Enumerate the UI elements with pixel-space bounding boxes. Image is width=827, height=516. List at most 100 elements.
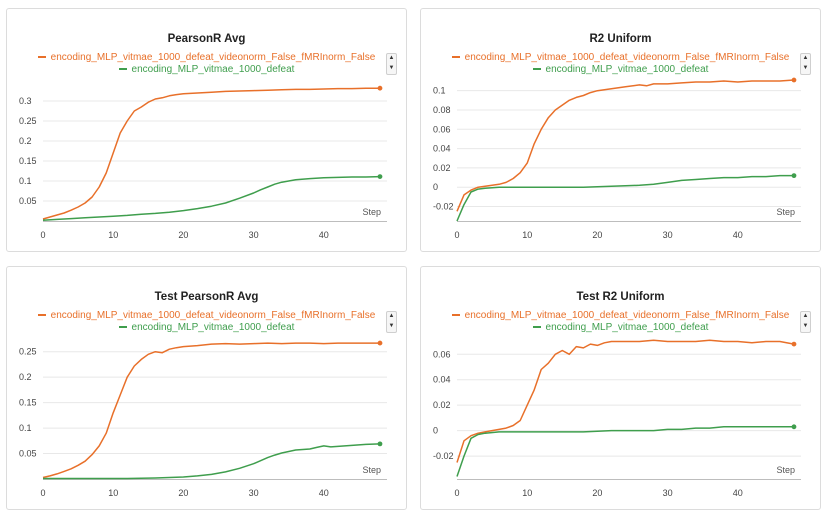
series-endpoint-1[interactable]	[377, 441, 383, 447]
legend-item-series-0[interactable]: encoding_MLP_vitmae_1000_defeat_videonor…	[421, 52, 820, 63]
legend-label: encoding_MLP_vitmae_1000_defeat_videonor…	[50, 310, 376, 321]
legend-item-series-0[interactable]: encoding_MLP_vitmae_1000_defeat_videonor…	[7, 310, 406, 321]
y-tick-label: 0.02	[433, 400, 451, 410]
legend-label: encoding_MLP_vitmae_1000_defeat_videonor…	[464, 52, 790, 63]
x-tick-label: 10	[522, 230, 532, 240]
series-line-0[interactable]	[456, 79, 795, 212]
legend-label: encoding_MLP_vitmae_1000_defeat	[131, 64, 295, 75]
legend-swatch-icon	[118, 68, 127, 71]
x-tick-label: 30	[249, 230, 259, 240]
series-line-1[interactable]	[456, 426, 794, 477]
x-tick-label: 0	[454, 488, 459, 498]
y-tick-label: 0.04	[433, 375, 451, 385]
legend-item-series-0[interactable]: encoding_MLP_vitmae_1000_defeat_videonor…	[421, 310, 820, 321]
scroll-up-icon[interactable]: ▲	[802, 55, 809, 61]
y-tick-label: 0.15	[19, 398, 37, 408]
legend-label: encoding_MLP_vitmae_1000_defeat_videonor…	[50, 52, 376, 63]
y-tick-label: 0.1	[19, 176, 32, 186]
series-line-0[interactable]	[456, 339, 795, 463]
series-line-1[interactable]	[456, 174, 794, 222]
y-tick-label: 0.04	[433, 144, 451, 154]
scroll-down-icon[interactable]: ▼	[802, 323, 809, 329]
y-tick-label: 0.2	[19, 136, 32, 146]
series-endpoint-0[interactable]	[377, 85, 383, 91]
series-endpoint-0[interactable]	[791, 77, 797, 83]
series-endpoint-0[interactable]	[377, 340, 383, 346]
scroll-down-icon[interactable]: ▼	[388, 323, 395, 329]
legend-label: encoding_MLP_vitmae_1000_defeat	[131, 322, 295, 333]
y-tick-label: 0.2	[19, 372, 32, 382]
legend-label: encoding_MLP_vitmae_1000_defeat	[545, 322, 709, 333]
legend-item-series-1[interactable]: encoding_MLP_vitmae_1000_defeat	[421, 64, 820, 75]
chart-panel-r2-uniform: -0.02 0 0.02 0.04 0.06 0.08 0.1 0 10 20 30 40 Step R…	[420, 8, 821, 252]
series-endpoint-0[interactable]	[791, 341, 797, 347]
legend-swatch-icon	[37, 56, 46, 59]
legend-item-series-1[interactable]: encoding_MLP_vitmae_1000_defeat	[7, 322, 406, 333]
x-tick-label: 30	[663, 488, 673, 498]
x-tick-label: 40	[733, 230, 743, 240]
x-tick-label: 40	[319, 488, 329, 498]
x-tick-label: 30	[663, 230, 673, 240]
series-line-0[interactable]	[42, 87, 380, 220]
x-tick-label: 40	[319, 230, 329, 240]
chart-panel-pearsonr-avg: 0.05 0.1 0.15 0.2 0.25 0.3 0 10 20 30 40 Step Pears…	[6, 8, 407, 252]
legend-swatch-icon	[451, 56, 460, 59]
legend-swatch-icon	[451, 314, 460, 317]
y-tick-label: -0.02	[433, 202, 454, 212]
series-line-0[interactable]	[42, 342, 380, 479]
legend-label: encoding_MLP_vitmae_1000_defeat_videonor…	[464, 310, 790, 321]
chart-title: Test PearsonR Avg	[154, 291, 259, 303]
y-tick-label: 0.06	[433, 349, 451, 359]
x-tick-label: 20	[592, 488, 602, 498]
y-tick-label: 0.1	[19, 423, 32, 433]
legend-label: encoding_MLP_vitmae_1000_defeat	[545, 64, 709, 75]
series-endpoint-1[interactable]	[791, 173, 797, 179]
x-tick-label: 40	[733, 488, 743, 498]
series-endpoint-1[interactable]	[377, 174, 383, 180]
chart-title: Test R2 Uniform	[576, 291, 665, 303]
chart-title: R2 Uniform	[589, 33, 652, 45]
y-tick-label: -0.02	[433, 451, 454, 461]
y-tick-label: 0.02	[433, 163, 451, 173]
x-tick-label: 10	[522, 488, 532, 498]
plot-area: -0.02 0 0.02 0.04 0.06 0 10 20 30 40 Step	[433, 339, 801, 498]
scroll-up-icon[interactable]: ▲	[388, 55, 395, 61]
x-tick-label: 20	[178, 230, 188, 240]
x-axis-label: Step	[362, 207, 381, 217]
x-tick-label: 0	[40, 230, 45, 240]
scroll-down-icon[interactable]: ▼	[388, 65, 395, 71]
plot-area: -0.02 0 0.02 0.04 0.06 0.08 0.1 0 10 20 30 40 Step	[433, 77, 801, 240]
series-line-1[interactable]	[42, 175, 381, 221]
chart-panel-test-r2-uniform: -0.02 0 0.02 0.04 0.06 0 10 20 30 40 Step Test R2 …	[420, 266, 821, 510]
x-tick-label: 20	[178, 488, 188, 498]
x-tick-label: 0	[40, 488, 45, 498]
x-tick-label: 10	[108, 230, 118, 240]
y-tick-label: 0.05	[19, 449, 37, 459]
legend-scroll-icon[interactable]: ▲ ▼	[386, 53, 397, 75]
y-tick-label: 0.25	[19, 116, 37, 126]
chart-panel-test-pearsonr-avg: 0.05 0.1 0.15 0.2 0.25 0 10 20 30 40 Step Test Pea…	[6, 266, 407, 510]
y-tick-label: 0.05	[19, 196, 37, 206]
plot-area: 0.05 0.1 0.15 0.2 0.25 0.3 0 10 20 30 40 Step	[19, 85, 387, 240]
scroll-up-icon[interactable]: ▲	[802, 313, 809, 319]
legend-item-series-1[interactable]: encoding_MLP_vitmae_1000_defeat	[421, 322, 820, 333]
legend-item-series-0[interactable]: encoding_MLP_vitmae_1000_defeat_videonor…	[7, 52, 406, 63]
y-tick-label: 0.08	[433, 105, 451, 115]
x-axis-label: Step	[776, 465, 795, 475]
series-endpoint-1[interactable]	[791, 424, 797, 430]
legend-item-series-1[interactable]: encoding_MLP_vitmae_1000_defeat	[7, 64, 406, 75]
x-tick-label: 10	[108, 488, 118, 498]
legend-scroll-icon[interactable]: ▲ ▼	[800, 311, 811, 333]
scroll-down-icon[interactable]: ▼	[802, 65, 809, 71]
chart-title: PearsonR Avg	[167, 33, 246, 45]
y-tick-label: 0.15	[19, 156, 37, 166]
x-axis-label: Step	[362, 465, 381, 475]
y-tick-label: 0.3	[19, 96, 32, 106]
series-line-1[interactable]	[43, 443, 381, 480]
y-tick-label: 0.06	[433, 124, 451, 134]
plot-area: 0.05 0.1 0.15 0.2 0.25 0 10 20 30 40 Step	[19, 340, 387, 498]
legend-scroll-icon[interactable]: ▲ ▼	[800, 53, 811, 75]
x-axis-label: Step	[776, 207, 795, 217]
legend-scroll-icon[interactable]: ▲ ▼	[386, 311, 397, 333]
scroll-up-icon[interactable]: ▲	[388, 313, 395, 319]
